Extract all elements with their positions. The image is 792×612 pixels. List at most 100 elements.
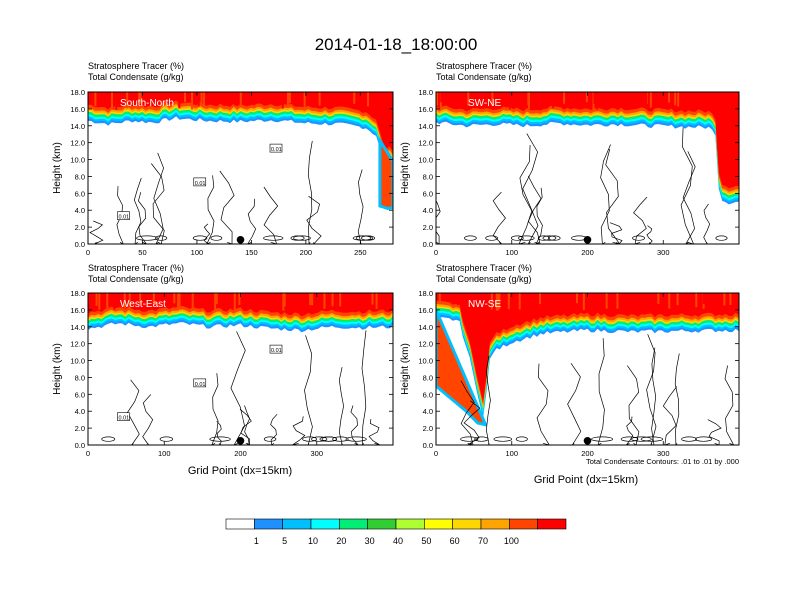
tracer-streak <box>634 92 637 103</box>
tracer-streak <box>276 293 279 305</box>
ylabel: Height (km) <box>52 343 63 395</box>
tracer-streak <box>98 293 101 310</box>
tracer-streak <box>311 293 314 306</box>
y-tick-label: 10.0 <box>418 156 433 165</box>
x-tick-label: 150 <box>245 248 258 257</box>
tracer-streak <box>294 293 297 308</box>
tracer-streak <box>593 92 596 104</box>
condensate-contour <box>682 151 696 244</box>
tracer-streak <box>547 293 550 308</box>
y-tick-label: 6.0 <box>423 390 433 399</box>
y-tick-label: 2.0 <box>75 223 85 232</box>
condensate-contour <box>724 365 735 445</box>
tracer-streak <box>214 293 217 310</box>
contour-label: 0.01 <box>271 147 282 153</box>
tracer-streak <box>507 293 510 310</box>
y-tick-label: 18.0 <box>418 289 433 298</box>
condensate-contour <box>203 223 211 244</box>
panel-sw-ne: Stratosphere Tracer (%) Total Condensate… <box>400 61 740 257</box>
tracer-streak <box>480 92 483 105</box>
tracer-streak <box>508 92 511 110</box>
colorbar-label: 5 <box>282 536 287 546</box>
figure-title: 2014-01-18_18:00:00 <box>315 35 478 54</box>
tracer-streak <box>563 92 566 104</box>
condensate-contour <box>127 379 140 445</box>
panel-label-line2: Total Condensate (g/kg) <box>88 274 184 284</box>
colorbar-label: 30 <box>365 536 375 546</box>
tracer-streak <box>107 92 110 105</box>
colorbar-swatch <box>395 518 425 530</box>
tracer-streak <box>302 293 305 308</box>
tracer-streak <box>540 92 543 108</box>
y-tick-label: 14.0 <box>70 122 85 131</box>
panel-label-line2: Total Condensate (g/kg) <box>436 274 532 284</box>
y-tick-label: 6.0 <box>75 189 85 198</box>
tracer-streak <box>128 293 131 310</box>
condensate-contour <box>703 203 711 244</box>
tracer-streak <box>339 293 342 307</box>
condensate-cell <box>640 436 664 442</box>
condensate-cell <box>361 235 376 241</box>
tracer-streak <box>126 92 129 109</box>
plot-body <box>436 92 739 244</box>
colorbar-swatch <box>254 518 283 530</box>
tracer-streak <box>542 92 545 103</box>
condensate-cell <box>345 436 367 442</box>
condensate-contour <box>89 220 104 244</box>
tracer-streak <box>288 92 291 104</box>
tracer-streak <box>303 92 306 108</box>
tracer-streak <box>233 92 236 106</box>
panel-title: NW-SE <box>468 299 501 310</box>
condensate-contour <box>142 394 154 445</box>
panel-title: SW-NE <box>468 98 501 109</box>
condensate-cell <box>542 235 557 241</box>
x-tick-label: 0 <box>86 248 90 257</box>
ylabel: Height (km) <box>52 142 63 194</box>
colorbar-swatch <box>424 518 453 530</box>
condensate-cell <box>319 436 338 442</box>
tracer-streak <box>357 92 360 108</box>
panel-south-north: Stratosphere Tracer (%) Total Condensate… <box>52 61 394 257</box>
condensate-contour <box>680 127 694 244</box>
condensate-contour <box>597 338 605 445</box>
contour-label: 0.01 <box>271 348 282 354</box>
colorbar-swatch <box>282 518 312 530</box>
tracer-streak <box>191 293 194 310</box>
condensate-cell <box>263 436 277 442</box>
y-tick-label: 18.0 <box>418 88 433 97</box>
tracer-streak <box>117 293 120 306</box>
tracer-streak <box>436 92 439 106</box>
plot-frame <box>87 91 394 245</box>
y-tick-label: 2.0 <box>75 424 85 433</box>
contour-label-box <box>117 211 130 220</box>
condensate-cell <box>311 436 328 442</box>
condensate-contour <box>646 334 657 445</box>
y-tick-label: 6.0 <box>75 390 85 399</box>
condensate-cell <box>154 235 168 241</box>
tracer-streak <box>575 293 578 304</box>
condensate-contour <box>230 331 246 445</box>
tracer-streak <box>582 293 585 311</box>
colorbar-label: 50 <box>421 536 431 546</box>
plot-area: SW-NE 0.0 2.0 4.0 6.0 8.0 10.0 12.0 14.0 16.0 18.0… <box>418 88 740 257</box>
tracer-streak <box>674 92 677 106</box>
tracer-streak <box>687 293 690 308</box>
x-tick-label: 200 <box>581 248 594 257</box>
tracer-streak <box>570 92 573 107</box>
tracer-streak <box>113 293 116 310</box>
location-marker <box>236 235 245 244</box>
tracer-streak <box>645 92 648 109</box>
condensate-contour <box>460 380 475 445</box>
tracer-streak <box>222 293 225 305</box>
condensate-contour <box>626 416 634 445</box>
condensate-cell <box>460 436 479 442</box>
y-tick-label: 8.0 <box>423 172 433 181</box>
tracer-streak <box>371 293 374 305</box>
tracer-streak <box>695 293 698 308</box>
condensate-contour <box>244 405 250 445</box>
plot-area: 0.01 0.01 0.01 South-North 0.0 2.0 4.0 6.0 8.0 10… <box>70 88 394 257</box>
tracer-streak <box>531 293 534 304</box>
y-tick-label: 2.0 <box>423 223 433 232</box>
condensate-cell <box>715 235 728 241</box>
tracer-streak <box>571 92 574 106</box>
